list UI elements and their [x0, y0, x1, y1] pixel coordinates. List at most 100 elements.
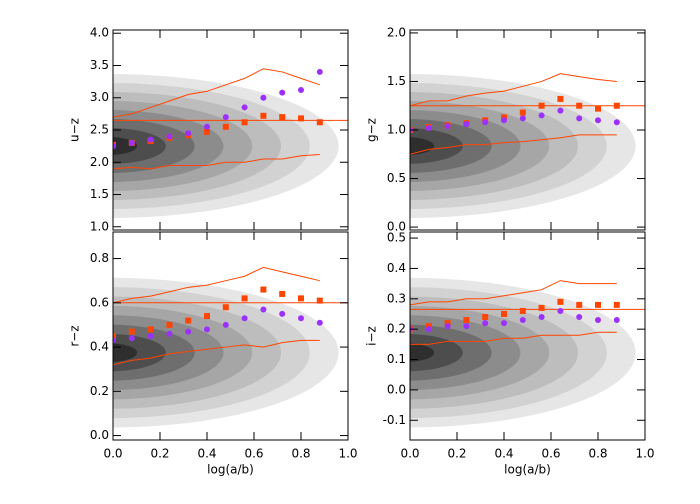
- circle-marker: [557, 107, 564, 114]
- y-tick-label: 0.5: [387, 171, 406, 185]
- circle-marker: [222, 321, 229, 328]
- circle-marker: [260, 94, 267, 101]
- y-axis-label: u−z: [68, 118, 82, 142]
- y-tick-label: 0.0: [387, 220, 406, 234]
- circle-marker: [576, 115, 583, 122]
- square-marker: [595, 105, 601, 112]
- square-marker: [260, 112, 267, 119]
- circle-marker: [425, 125, 432, 132]
- envelope-line: [410, 280, 617, 306]
- circle-marker: [113, 337, 116, 344]
- square-marker: [316, 119, 323, 126]
- square-marker: [279, 114, 286, 121]
- square-marker: [222, 123, 229, 130]
- y-tick-label: 3.5: [90, 58, 109, 72]
- circle-marker: [316, 319, 323, 326]
- y-tick-label: 1.5: [387, 74, 406, 88]
- square-marker: [444, 320, 451, 327]
- density-contour: [410, 137, 435, 155]
- axes-frame: [409, 231, 646, 441]
- square-marker: [482, 314, 489, 321]
- y-tick-label: 0.3: [387, 291, 406, 305]
- circle-marker: [519, 115, 526, 122]
- square-marker: [557, 298, 564, 305]
- density-contour: [410, 128, 463, 164]
- y-tick-label: 1.0: [90, 219, 109, 233]
- square-marker: [128, 328, 135, 335]
- square-marker: [241, 119, 248, 126]
- y-axis-label: r−z: [68, 325, 82, 346]
- circle-marker: [185, 328, 192, 335]
- square-marker: [166, 321, 173, 328]
- density-contour: [113, 137, 138, 155]
- x-tick-label: 0.4: [197, 447, 216, 461]
- y-tick-label: 2.5: [90, 123, 109, 137]
- square-marker: [463, 317, 470, 324]
- x-tick-label: 0.6: [541, 447, 560, 461]
- circle-marker: [538, 314, 545, 321]
- envelope-line: [113, 266, 320, 304]
- plot-area: [113, 68, 348, 218]
- y-tick-label: 3.0: [90, 90, 109, 104]
- x-tick-label: 0.6: [244, 447, 263, 461]
- y-tick-label: 0.4: [387, 261, 406, 275]
- plot-area: [113, 266, 348, 428]
- circle-marker: [482, 119, 489, 126]
- circle-marker: [557, 307, 564, 314]
- envelope-line: [113, 339, 320, 366]
- circle-marker: [128, 139, 135, 146]
- envelope-line: [410, 134, 617, 155]
- square-marker: [538, 102, 545, 109]
- y-tick-label: 2.0: [387, 25, 406, 39]
- circle-marker: [444, 323, 451, 330]
- circle-marker: [595, 317, 601, 324]
- axes-frame: [112, 231, 349, 441]
- circle-marker: [519, 317, 526, 324]
- circle-marker: [576, 314, 583, 321]
- density-contour: [410, 333, 463, 372]
- circle-marker: [425, 326, 432, 333]
- circle-marker: [241, 104, 248, 111]
- square-marker: [501, 310, 507, 317]
- x-axis-label: log(a/b): [207, 463, 254, 477]
- circle-marker: [501, 320, 507, 327]
- circle-marker: [463, 121, 470, 128]
- circle-marker: [185, 130, 192, 137]
- y-tick-label: 0.6: [90, 295, 109, 309]
- x-tick-label: 0.8: [588, 447, 607, 461]
- circle-marker: [166, 133, 173, 140]
- circle-marker: [166, 330, 173, 337]
- y-tick-label: -0.1: [383, 413, 406, 427]
- circle-marker: [613, 119, 620, 126]
- plot-area: [410, 277, 645, 428]
- square-marker: [113, 333, 116, 339]
- density-contour: [410, 343, 435, 362]
- square-marker: [425, 323, 432, 330]
- x-tick-label: 0.0: [400, 447, 419, 461]
- circle-marker: [279, 89, 286, 96]
- square-marker: [279, 290, 286, 297]
- y-tick-label: 0.0: [90, 428, 109, 442]
- square-marker: [185, 317, 192, 324]
- circle-marker: [595, 117, 601, 124]
- square-marker: [298, 115, 304, 122]
- y-tick-label: 0.2: [387, 322, 406, 336]
- circle-marker: [128, 335, 135, 342]
- x-tick-label: 0.2: [447, 447, 466, 461]
- x-tick-label: 0.4: [494, 447, 513, 461]
- square-marker: [576, 102, 583, 109]
- y-axis-label: i−z: [365, 326, 379, 346]
- square-marker: [538, 304, 545, 311]
- square-marker: [557, 95, 564, 102]
- density-contour: [113, 128, 166, 164]
- circle-marker: [463, 323, 470, 330]
- y-tick-label: 0.5: [387, 231, 406, 245]
- square-marker: [204, 313, 210, 320]
- x-tick-label: 0.8: [291, 447, 310, 461]
- square-marker: [576, 301, 583, 308]
- square-marker: [519, 307, 526, 314]
- circle-marker: [147, 136, 154, 143]
- x-tick-label: 1.0: [338, 447, 357, 461]
